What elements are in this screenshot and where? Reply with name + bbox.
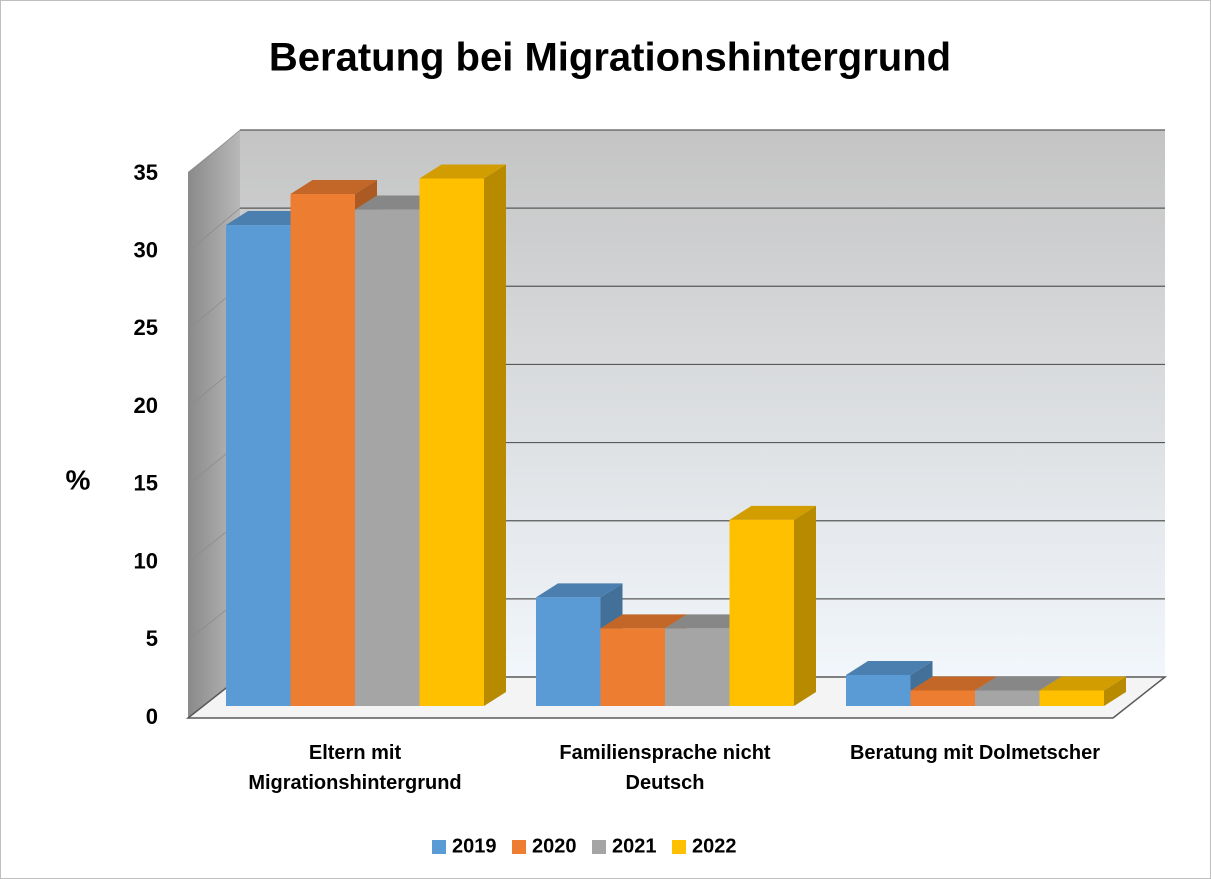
legend-label: 2022 (692, 835, 737, 857)
y-tick-label: 25 (134, 315, 158, 340)
bar-front (846, 674, 911, 706)
x-tick-label: Familiensprache nicht Deutsch (559, 742, 771, 794)
legend-swatch (432, 840, 446, 854)
bar-front (975, 690, 1040, 706)
grid-line (187, 129, 241, 175)
bar-front (600, 628, 665, 706)
y-axis-label: % (66, 464, 91, 495)
bar-side (1104, 676, 1126, 706)
bar-top (1039, 676, 1126, 691)
bar-top (536, 583, 623, 598)
y-tick-label: 10 (134, 548, 158, 573)
bar-front (1039, 690, 1104, 706)
y-tick-label: 15 (134, 471, 158, 496)
bar-top (290, 180, 377, 195)
bar-front (226, 225, 291, 707)
bar (729, 505, 816, 706)
legend-label: 2020 (532, 835, 577, 857)
bar-top (600, 614, 687, 629)
x-tick-label: Beratung mit Dolmetscher (849, 742, 1101, 764)
bar-top (846, 660, 933, 675)
bar (846, 660, 933, 706)
bar-side (794, 505, 816, 706)
y-tick-label: 20 (134, 393, 158, 418)
x-tick-label: Eltern mit Migrationshintergrund (248, 742, 462, 794)
bar-side (484, 164, 506, 706)
bar-front (910, 690, 975, 706)
y-tick-label: 0 (146, 704, 158, 729)
bar-top (419, 164, 506, 179)
bar-front (355, 209, 420, 707)
y-tick-label: 35 (134, 160, 158, 185)
y-tick-label: 5 (146, 626, 158, 651)
bar-front (536, 597, 601, 706)
bar (1039, 676, 1126, 706)
bar-top (975, 676, 1062, 691)
bar-front (729, 519, 794, 706)
legend-swatch (592, 840, 606, 854)
chart-title: Beratung bei Migrationshintergrund (269, 36, 951, 80)
legend-swatch (512, 840, 526, 854)
bar-top (910, 676, 997, 691)
bar-top (729, 505, 816, 520)
bar-front (290, 194, 355, 706)
grid-line (187, 207, 241, 253)
bar-front (665, 628, 730, 706)
legend-label: 2019 (452, 835, 497, 857)
bar (419, 164, 506, 706)
legend-swatch (672, 840, 686, 854)
bar-front (419, 178, 484, 706)
legend-label: 2021 (612, 835, 657, 857)
y-tick-label: 30 (134, 238, 158, 263)
